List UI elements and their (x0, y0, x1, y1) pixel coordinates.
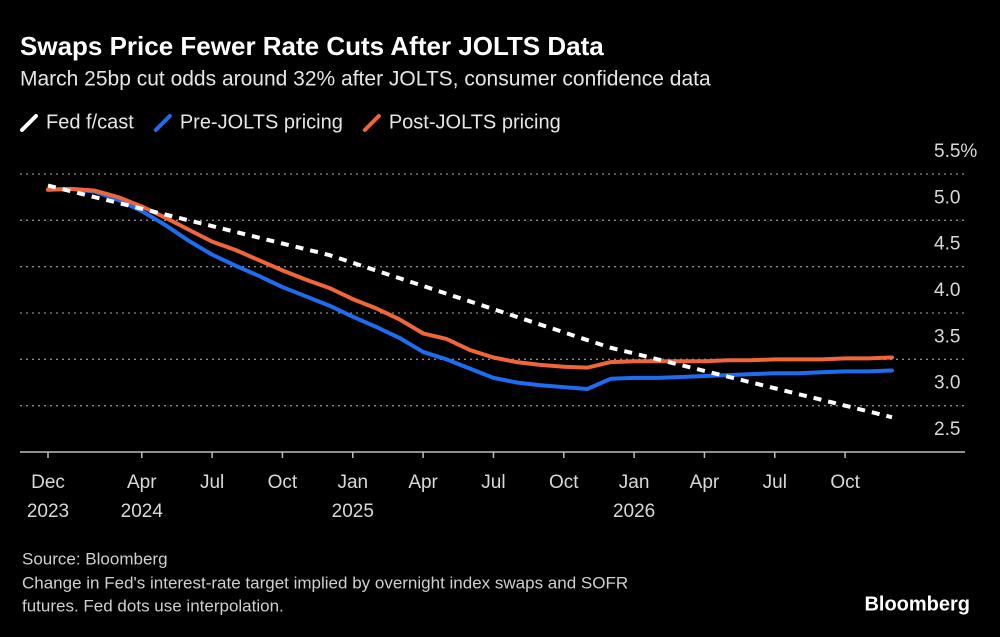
x-tick-label: Apr (408, 472, 438, 493)
x-tick-label: Jul (481, 472, 505, 493)
legend-swatch (20, 114, 38, 132)
x-tick-label: Jan (619, 472, 650, 493)
note: Change in Fed's interest-rate target imp… (22, 573, 628, 592)
series-line (47, 183, 893, 420)
logo: Bloomberg (864, 593, 970, 615)
y-tick-label: 2.5 (934, 419, 960, 440)
x-tick-label: 2026 (613, 501, 655, 522)
y-tick-label: 4.5 (934, 234, 960, 255)
y-tick-label: 3.5 (934, 326, 960, 347)
note: futures. Fed dots use interpolation. (22, 596, 284, 615)
x-tick-label: Oct (830, 472, 860, 493)
series-line (46, 186, 894, 391)
x-tick-label: Jul (200, 472, 224, 493)
x-tick-label: Dec (31, 472, 65, 493)
chart-title: Swaps Price Fewer Rate Cuts After JOLTS … (20, 31, 604, 61)
x-tick-label: 2023 (27, 501, 69, 522)
x-tick-label: Oct (549, 472, 579, 493)
y-tick-label: 4.0 (934, 280, 960, 301)
legend-swatch (153, 114, 172, 132)
legend-swatch (362, 114, 381, 132)
y-tick-label: 3.0 (934, 373, 960, 394)
x-tick-label: 2024 (121, 501, 164, 522)
legend-label: Post-JOLTS pricing (389, 111, 561, 133)
x-tick-label: 2025 (332, 501, 374, 522)
x-tick-label: Jul (763, 472, 787, 493)
x-tick-label: Oct (268, 472, 298, 493)
y-tick-label: 5.5% (934, 141, 977, 162)
legend-label: Pre-JOLTS pricing (180, 111, 343, 133)
x-tick-label: Jan (337, 472, 368, 493)
source: Source: Bloomberg (22, 549, 168, 568)
series-line (46, 186, 894, 370)
chart-subtitle: March 25bp cut odds around 32% after JOL… (20, 68, 711, 91)
legend-label: Fed f/cast (46, 111, 134, 133)
x-tick-label: Apr (690, 472, 720, 493)
y-tick-label: 5.0 (934, 187, 960, 208)
x-tick-label: Apr (127, 472, 157, 493)
